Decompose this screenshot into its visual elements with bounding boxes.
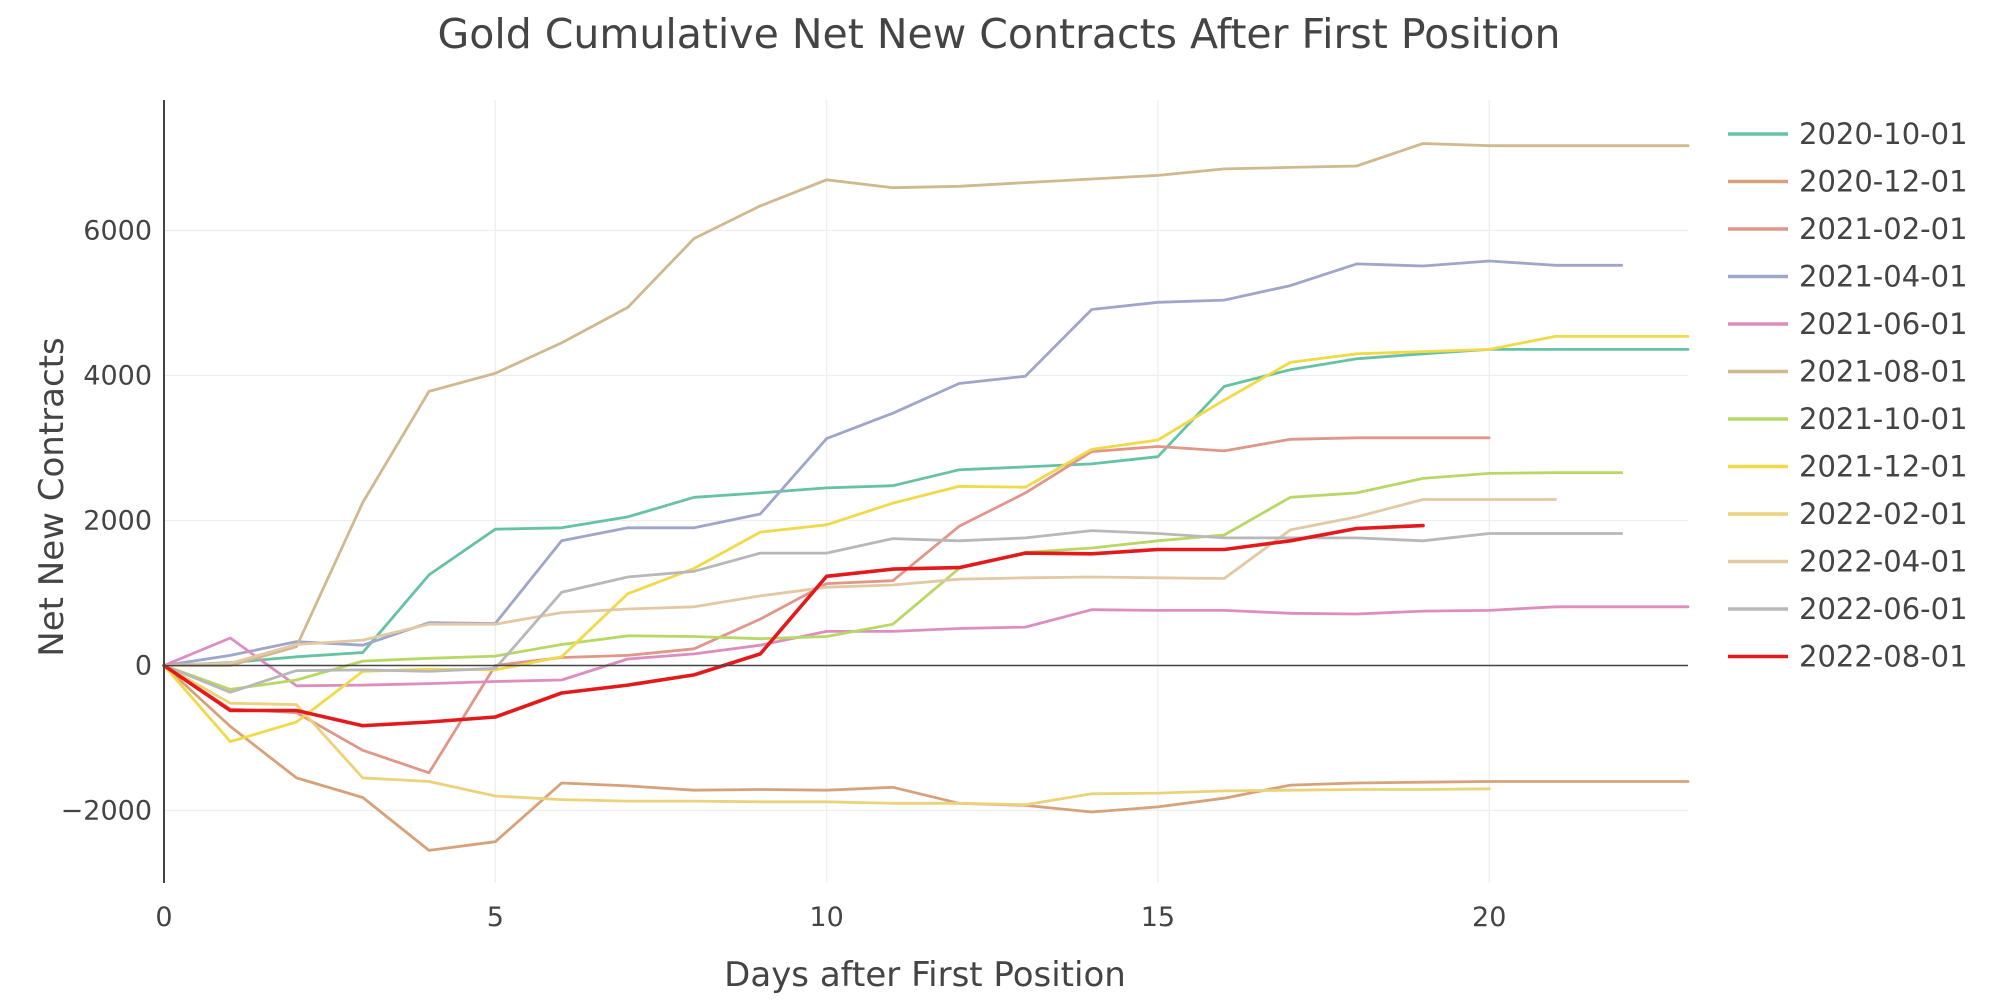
legend-label: 2021-02-01: [1799, 212, 1968, 246]
series-lines: [162, 142, 1690, 852]
legend-label: 2020-12-01: [1799, 165, 1968, 199]
y-tick-label: 0: [135, 651, 152, 682]
gridlines: [164, 100, 1688, 883]
series-line-2021-12-01: [162, 334, 1690, 743]
legend-item[interactable]: 2020-10-01: [1728, 117, 1968, 151]
legend-item[interactable]: 2021-04-01: [1728, 260, 1968, 294]
series-line-2022-02-01: [162, 664, 1491, 807]
legend-label: 2022-02-01: [1799, 497, 1968, 531]
x-tick-label: 10: [809, 902, 843, 933]
legend-label: 2020-10-01: [1799, 117, 1968, 151]
series-line-2021-10-01: [162, 471, 1624, 691]
legend-label: 2022-06-01: [1799, 592, 1968, 626]
y-tick-label: 4000: [83, 361, 152, 392]
x-tick-label: 5: [487, 902, 504, 933]
series-line-2021-04-01: [162, 259, 1624, 667]
series-line-2022-04-01: [162, 498, 1557, 667]
y-tick-label: 6000: [83, 216, 152, 247]
x-tick-label: 20: [1472, 902, 1506, 933]
legend-label: 2022-08-01: [1799, 640, 1968, 674]
legend-label: 2021-10-01: [1799, 402, 1968, 436]
series-line-2021-06-01: [162, 605, 1690, 688]
legend-item[interactable]: 2021-10-01: [1728, 402, 1968, 436]
series-line-2022-08-01: [162, 523, 1425, 728]
legend-item[interactable]: 2021-02-01: [1728, 212, 1968, 246]
y-tick-label: 2000: [83, 506, 152, 537]
legend-item[interactable]: 2021-06-01: [1728, 307, 1968, 341]
legend-label: 2021-06-01: [1799, 307, 1968, 341]
x-tick-label: 15: [1141, 902, 1175, 933]
legend-label: 2021-12-01: [1799, 450, 1968, 484]
series-line-2020-12-01: [162, 664, 1690, 852]
legend-item[interactable]: 2022-04-01: [1728, 545, 1968, 579]
legend-item[interactable]: 2020-12-01: [1728, 165, 1968, 199]
series-line-2020-10-01: [162, 347, 1690, 667]
chart-title: Gold Cumulative Net New Contracts After …: [437, 10, 1560, 58]
series-line-2021-08-01: [162, 142, 1690, 667]
series-line-2021-02-01: [162, 436, 1491, 775]
x-axis-title: Days after First Position: [724, 955, 1126, 995]
legend-item[interactable]: 2022-02-01: [1728, 497, 1968, 531]
legend-item[interactable]: 2021-08-01: [1728, 355, 1968, 389]
legend: 2020-10-01 2020-12-01 2021-02-01 2021-04-01…: [1728, 117, 1968, 674]
x-tick-label: 0: [155, 902, 172, 933]
legend-item[interactable]: 2022-06-01: [1728, 592, 1968, 626]
y-tick-label: −2000: [61, 796, 152, 827]
axes: 0 5 10 15 20 −2000 0 2000 4000 6000: [61, 100, 1688, 933]
legend-item[interactable]: 2021-12-01: [1728, 450, 1968, 484]
legend-label: 2021-04-01: [1799, 260, 1968, 294]
legend-label: 2021-08-01: [1799, 355, 1968, 389]
legend-item[interactable]: 2022-08-01: [1728, 640, 1968, 674]
legend-label: 2022-04-01: [1799, 545, 1968, 579]
y-axis-title: Net New Contracts: [32, 337, 72, 656]
series-line-2022-06-01: [162, 529, 1624, 694]
